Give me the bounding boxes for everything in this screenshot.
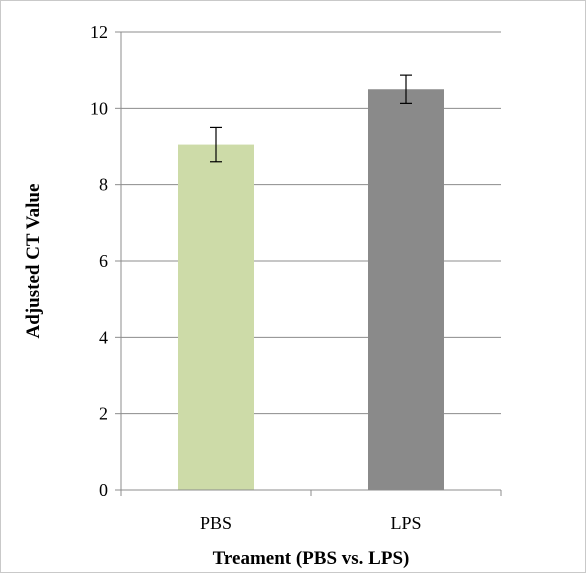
x-tick-labels: PBS LPS bbox=[200, 513, 422, 533]
bars bbox=[178, 89, 444, 490]
y-tick-label: 8 bbox=[99, 175, 108, 195]
x-tick-label: LPS bbox=[390, 513, 421, 533]
bar-lps bbox=[368, 89, 444, 490]
y-axis-title: Adjusted CT Value bbox=[23, 184, 44, 339]
error-bars bbox=[210, 74, 412, 163]
y-tick-label: 0 bbox=[99, 480, 108, 500]
y-tick-label: 12 bbox=[90, 22, 108, 42]
y-tick-label: 6 bbox=[99, 251, 108, 271]
y-tick-label: 4 bbox=[99, 327, 108, 347]
x-tick-label: PBS bbox=[200, 513, 232, 533]
y-tick-label: 10 bbox=[90, 98, 108, 118]
x-axis-title: Treament (PBS vs. LPS) bbox=[213, 548, 410, 569]
axes bbox=[115, 31, 502, 496]
y-tick-labels: 0 2 4 6 8 10 12 bbox=[90, 22, 108, 500]
bar-pbs bbox=[178, 144, 254, 490]
y-tick-label: 2 bbox=[99, 404, 108, 424]
